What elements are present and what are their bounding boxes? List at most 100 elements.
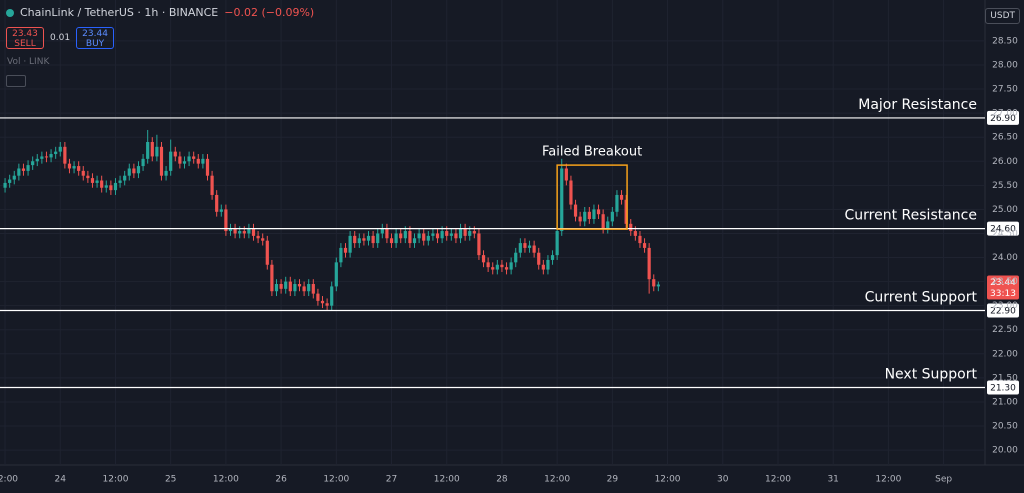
candle-body <box>330 286 334 306</box>
candle-body <box>35 158 39 162</box>
candle-body <box>339 247 343 263</box>
candle-body <box>316 293 320 301</box>
candle-body <box>251 228 256 236</box>
candle-body <box>408 231 412 244</box>
y-tick-label: 24.00 <box>992 253 1018 263</box>
candle-body <box>426 235 430 241</box>
candle-body <box>578 216 582 222</box>
sell-button[interactable]: 23.43 SELL <box>6 27 44 49</box>
candle-body <box>159 146 164 176</box>
candle-body <box>95 180 99 183</box>
candle-body <box>284 281 288 289</box>
y-tick-label: 23.00 <box>992 301 1018 311</box>
candle-body <box>642 243 647 248</box>
candle-body <box>495 264 499 270</box>
candles <box>3 129 660 311</box>
y-tick-label: 27.00 <box>992 109 1018 119</box>
candle-body <box>210 175 214 195</box>
candle-body <box>307 284 311 292</box>
candle-body <box>67 163 72 169</box>
candle-body <box>472 231 476 234</box>
candle-body <box>491 267 495 270</box>
candle-body <box>509 262 513 270</box>
x-tick-label: Sep <box>935 475 952 485</box>
candle-body <box>454 233 458 239</box>
candle-body <box>265 240 269 265</box>
x-tick-label: 12:00 <box>544 475 570 485</box>
level-tag <box>987 303 1019 318</box>
candle-body <box>81 170 85 176</box>
candle-body <box>537 252 541 265</box>
candle-body <box>366 235 371 241</box>
level-name: Next Support <box>885 367 978 383</box>
trade-buttons: 23.43 SELL 0.01 23.44 BUY <box>6 27 115 49</box>
candle-body <box>242 231 246 234</box>
candle-body <box>463 228 467 236</box>
candle-body <box>31 161 35 166</box>
y-tick-label: 22.50 <box>992 325 1018 335</box>
candle-body <box>486 262 490 268</box>
candle-body <box>629 223 633 232</box>
collapse-toggle[interactable] <box>6 75 26 87</box>
sell-price: 23.43 <box>12 29 38 39</box>
candle-body <box>412 238 417 244</box>
level-value-label: 24.60 <box>990 225 1016 235</box>
candle-body <box>178 156 182 164</box>
candle-body <box>504 267 509 270</box>
symbol: ChainLink / TetherUS · 1h · BINANCE <box>20 6 219 19</box>
candle-body <box>196 158 200 164</box>
candle-body <box>113 182 118 191</box>
level-value-label: 22.90 <box>990 306 1016 316</box>
candle-body <box>141 158 145 167</box>
buy-button[interactable]: 23.44 BUY <box>76 27 115 49</box>
x-tick-label: 12:00 <box>213 475 239 485</box>
axes: 20.00 20.50 21.00 21.50 22.00 22.50 23.00 23.50… <box>0 36 1018 484</box>
candle-body <box>58 146 62 152</box>
candle-body <box>77 166 81 171</box>
candle-body <box>279 284 283 289</box>
candle-body <box>146 142 150 159</box>
candle-body <box>54 151 58 155</box>
candle-body <box>583 211 587 222</box>
annotation-label: Failed Breakout <box>542 145 642 160</box>
y-tick-label: 26.50 <box>992 133 1018 143</box>
candle-body <box>656 284 660 287</box>
candle-body <box>468 231 472 236</box>
candle-body <box>371 235 375 244</box>
last-price-label: 23.44 <box>990 278 1016 288</box>
candle-body <box>560 168 564 232</box>
candle-body <box>233 228 237 234</box>
currency-selector[interactable]: USDT <box>985 8 1020 24</box>
candle-body <box>619 194 624 200</box>
candle-body <box>353 235 357 244</box>
candle-body <box>215 194 219 212</box>
status-dot <box>6 8 14 17</box>
y-tick-label: 25.00 <box>992 205 1018 215</box>
candle-body <box>90 178 95 183</box>
x-tick-label: 12:00 <box>765 475 791 485</box>
candle-body <box>173 151 177 157</box>
candle-body <box>219 209 223 212</box>
candle-body <box>320 300 325 304</box>
volume-legend: Vol · LINK <box>7 57 50 67</box>
candle-body <box>49 154 53 158</box>
x-tick-label: 31 <box>827 475 838 485</box>
candle-body <box>201 158 205 164</box>
candle-body <box>477 233 481 256</box>
candle-body <box>256 235 260 239</box>
candle-body <box>192 156 196 159</box>
candle-body <box>44 156 49 158</box>
x-tick-label: 30 <box>717 475 729 485</box>
candle-body <box>633 231 637 236</box>
candle-body <box>458 228 463 239</box>
overlay: Major Resistance 26.90 Current Resistance 2… <box>0 97 1019 395</box>
level-name: Major Resistance <box>858 97 977 113</box>
buy-label: BUY <box>85 39 105 49</box>
candle-body <box>647 247 651 280</box>
candle-body <box>564 168 568 181</box>
candle-body <box>274 284 279 292</box>
candle-body <box>500 264 504 268</box>
candle-body <box>155 146 159 157</box>
candle-body <box>228 228 233 232</box>
